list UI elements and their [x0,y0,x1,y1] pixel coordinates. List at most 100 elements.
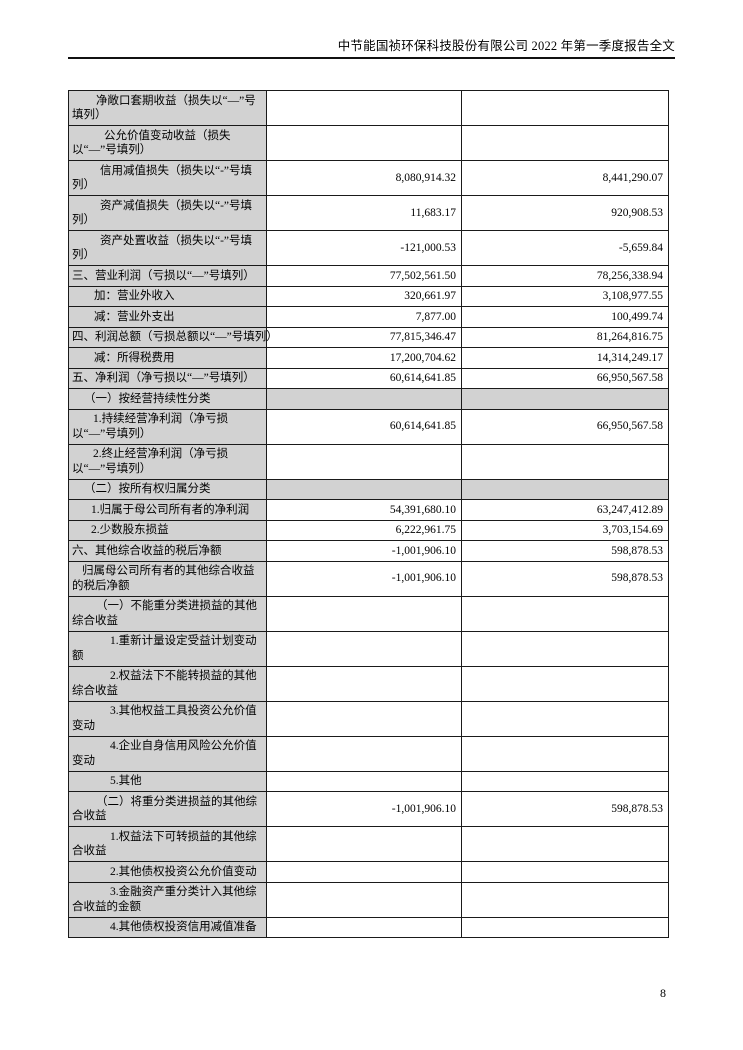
current-period-value: -121,000.53 [266,230,462,266]
row-label: 4.其他债权投资信用减值准备 [68,916,267,938]
current-period-value [266,770,462,792]
prior-period-value [461,735,669,772]
prior-period-value: 920,908.53 [461,195,669,231]
income-statement-table-body: 净敞口套期收益（损失以“—”号填列） 公允价值变动收益（损失以“—”号填列） 信用减… [68,90,669,938]
prior-period-value: 598,878.53 [461,540,669,562]
table-row: 六、其他综合收益的税后净额 -1,001,906.10 598,878.53 [68,540,669,562]
prior-period-value [461,630,669,667]
prior-period-value: 81,264,816.75 [461,326,669,348]
table-row: （一）按经营持续性分类 [68,388,669,410]
table-row: 1.权益法下可转损益的其他综合收益 [68,826,669,862]
row-label: 资产处置收益（损失以“-”号填列） [68,230,267,266]
current-period-value [266,665,462,702]
table-row: 4.其他债权投资信用减值准备 [68,916,669,938]
row-label: 三、营业利润（亏损以“—”号填列） [68,265,267,287]
table-row: （二）按所有权归属分类 [68,478,669,500]
table-row: （二）将重分类进损益的其他综合收益 -1,001,906.10 598,878.53 [68,791,669,827]
row-label: 1.权益法下可转损益的其他综合收益 [68,826,267,862]
page-header: 中节能国祯环保科技股份有限公司 2022 年第一季度报告全文 [68,0,675,59]
table-row: （一）不能重分类进损益的其他综合收益 [68,595,669,632]
current-period-value: -1,001,906.10 [266,560,462,597]
current-period-value [266,90,462,126]
row-label: 资产减值损失（损失以“-”号填列） [68,195,267,231]
prior-period-value: -5,659.84 [461,230,669,266]
table-row: 四、利润总额（亏损总额以“—”号填列） 77,815,346.47 81,264,8… [68,326,669,348]
prior-period-value [461,665,669,702]
current-period-value [266,630,462,667]
row-label: 3.其他权益工具投资公允价值变动 [68,700,267,737]
row-label: 六、其他综合收益的税后净额 [68,540,267,562]
prior-period-value [461,595,669,632]
prior-period-value: 598,878.53 [461,560,669,597]
row-label: 5.其他 [68,770,267,792]
current-period-value: 17,200,704.62 [266,347,462,369]
current-period-value [266,595,462,632]
table-row: 减：营业外支出 7,877.00 100,499.74 [68,306,669,328]
current-period-value [266,478,462,500]
table-row: 信用减值损失（损失以“-”号填列） 8,080,914.32 8,441,290.0… [68,160,669,196]
table-row: 资产处置收益（损失以“-”号填列） -121,000.53 -5,659.84 [68,230,669,266]
row-label: 减：所得税费用 [68,347,267,369]
current-period-value: 54,391,680.10 [266,499,462,521]
prior-period-value: 100,499.74 [461,306,669,328]
table-row: 4.企业自身信用风险公允价值变动 [68,735,669,772]
prior-period-value: 3,703,154.69 [461,519,669,541]
table-row: 3.金融资产重分类计入其他综合收益的金额 [68,881,669,918]
prior-period-value [461,700,669,737]
current-period-value: 320,661.97 [266,285,462,307]
row-label: （二）将重分类进损益的其他综合收益 [68,791,267,827]
row-label: 净敞口套期收益（损失以“—”号填列） [68,90,267,126]
current-period-value [266,916,462,938]
table-row: 五、净利润（净亏损以“—”号填列） 60,614,641.85 66,950,567… [68,367,669,389]
current-period-value: 77,502,561.50 [266,265,462,287]
prior-period-value: 66,950,567.58 [461,408,669,445]
current-period-value: 11,683.17 [266,195,462,231]
current-period-value [266,861,462,883]
current-period-value: 77,815,346.47 [266,326,462,348]
row-label: 1.重新计量设定受益计划变动额 [68,630,267,667]
prior-period-value: 63,247,412.89 [461,499,669,521]
table-row: 资产减值损失（损失以“-”号填列） 11,683.17 920,908.53 [68,195,669,231]
prior-period-value: 78,256,338.94 [461,265,669,287]
table-row: 1.重新计量设定受益计划变动额 [68,630,669,667]
row-label: （二）按所有权归属分类 [68,478,267,500]
row-label: 加：营业外收入 [68,285,267,307]
prior-period-value [461,770,669,792]
current-period-value: -1,001,906.10 [266,540,462,562]
table-row: 1.归属于母公司所有者的净利润 54,391,680.10 63,247,412.8… [68,499,669,521]
prior-period-value: 66,950,567.58 [461,367,669,389]
prior-period-value [461,125,669,161]
current-period-value: 60,614,641.85 [266,408,462,445]
current-period-value [266,700,462,737]
table-row: 3.其他权益工具投资公允价值变动 [68,700,669,737]
row-label: 2.终止经营净利润（净亏损以“—”号填列） [68,443,267,480]
prior-period-value [461,388,669,410]
table-row: 减：所得税费用 17,200,704.62 14,314,249.17 [68,347,669,369]
prior-period-value [461,916,669,938]
header-rule [68,57,675,59]
table-row: 2.权益法下不能转损益的其他综合收益 [68,665,669,702]
row-label: 2.其他债权投资公允价值变动 [68,861,267,883]
table-row: 2.少数股东损益 6,222,961.75 3,703,154.69 [68,519,669,541]
prior-period-value: 14,314,249.17 [461,347,669,369]
prior-period-value [461,478,669,500]
row-label: 4.企业自身信用风险公允价值变动 [68,735,267,772]
table-row: 三、营业利润（亏损以“—”号填列） 77,502,561.50 78,256,338… [68,265,669,287]
row-label: 2.权益法下不能转损益的其他综合收益 [68,665,267,702]
row-label: 五、净利润（净亏损以“—”号填列） [68,367,267,389]
prior-period-value [461,826,669,862]
current-period-value: -1,001,906.10 [266,791,462,827]
table-row: 1.持续经营净利润（净亏损以“—”号填列） 60,614,641.85 66,950… [68,408,669,445]
current-period-value: 6,222,961.75 [266,519,462,541]
page-number: 8 [660,986,666,1000]
row-label: 四、利润总额（亏损总额以“—”号填列） [68,326,278,348]
current-period-value [266,388,462,410]
table-row: 2.终止经营净利润（净亏损以“—”号填列） [68,443,669,480]
current-period-value [266,125,462,161]
row-label: 2.少数股东损益 [68,519,267,541]
current-period-value [266,443,462,480]
row-label: 归属母公司所有者的其他综合收益的税后净额 [68,560,267,597]
table-row: 归属母公司所有者的其他综合收益的税后净额 -1,001,906.10 598,878… [68,560,669,597]
current-period-value: 7,877.00 [266,306,462,328]
